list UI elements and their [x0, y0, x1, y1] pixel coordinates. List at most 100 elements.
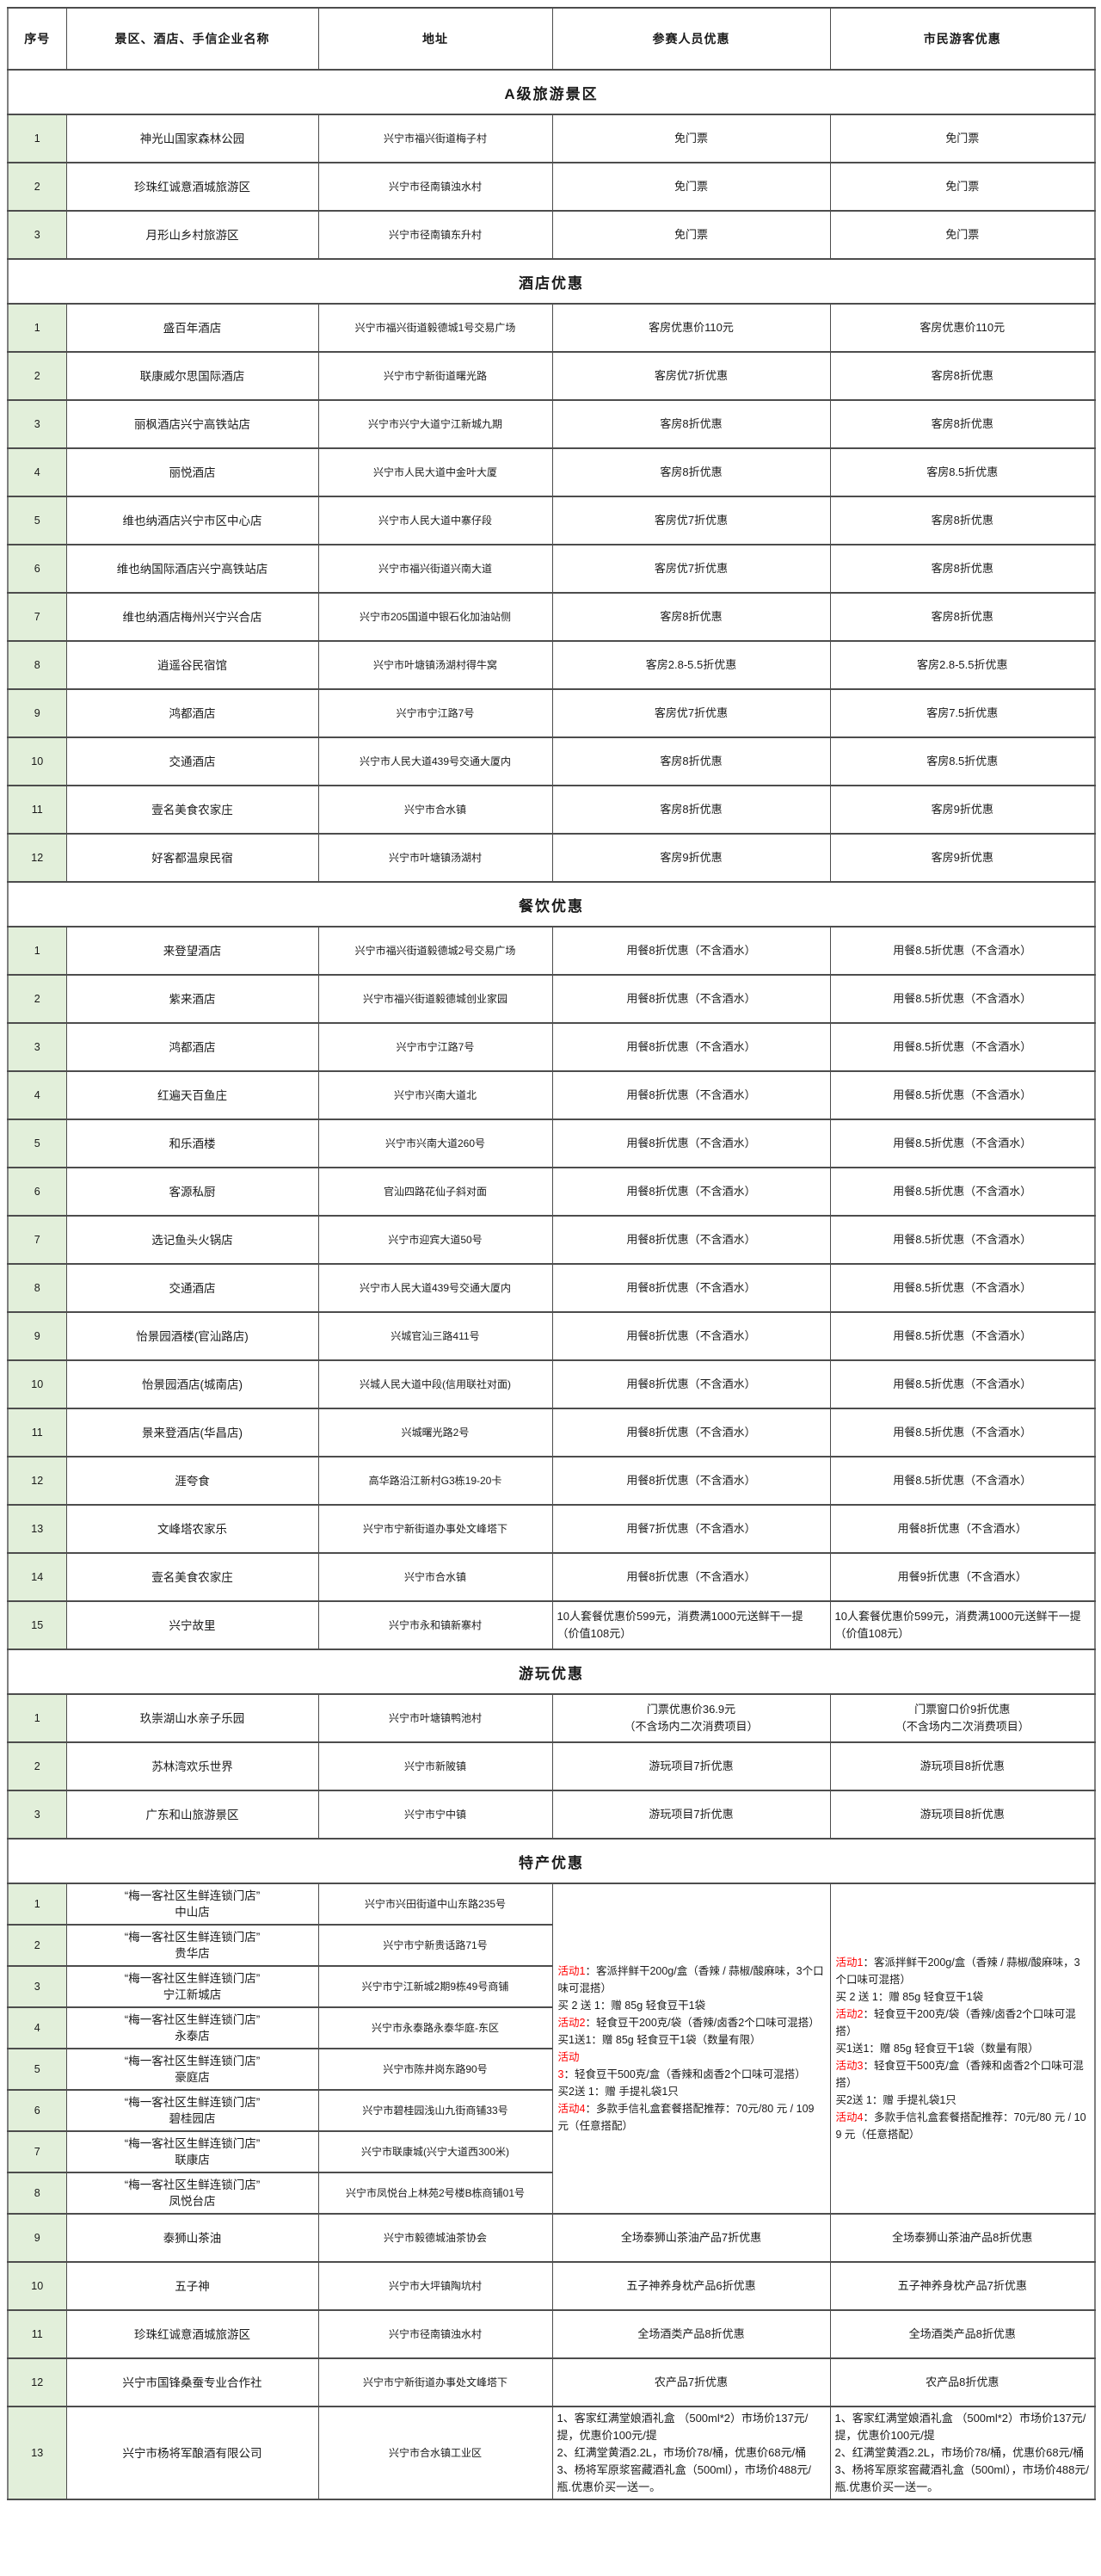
- cell-citizen-offer: 农产品8折优惠: [829, 2357, 1096, 2407]
- cell-participant-offer-merged: 活动1：客派拌鲜干200g/盒（香辣 / 蒜椒/酸麻味，3个口味可混搭） 买 2 …: [551, 1883, 831, 2215]
- header-participant-offer: 参赛人员优惠: [551, 7, 831, 71]
- cell-address: 兴宁市福兴街道兴南大道: [317, 544, 553, 594]
- cell-citizen-offer: 用餐8.5折优惠（不含酒水）: [829, 1359, 1096, 1409]
- offer-line: 买2送 1：赠 手提礼袋1只: [835, 2094, 956, 2106]
- cell-business-name: 盛百年酒店: [65, 303, 319, 353]
- cell-serial-number: 8: [7, 640, 67, 690]
- cell-serial-number: 4: [7, 1070, 67, 1120]
- cell-address: 兴宁市兴南大道北: [317, 1070, 553, 1120]
- offer-line: 活动1：客派拌鲜干200g/盒（香辣 / 蒜椒/酸麻味，3个口味可混搭）: [835, 1957, 1080, 1986]
- cell-address: 兴宁市福兴街道梅子村: [317, 114, 553, 163]
- cell-business-name: “梅一客社区生鲜连锁门店” 联康店: [65, 2130, 319, 2173]
- cell-serial-number: 2: [7, 162, 67, 212]
- offer-line: 活动3：轻食豆干500克/盒（香辣和卤香2个口味可混搭）: [835, 2060, 1084, 2089]
- table-row: 14 壹名美食农家庄 兴宁市合水镇 用餐8折优惠（不含酒水） 用餐9折优惠（不含酒水）: [7, 1552, 1096, 1602]
- cell-participant-offer: 客房优7折优惠: [551, 496, 831, 545]
- cell-citizen-offer-merged: 活动1：客派拌鲜干200g/盒（香辣 / 蒜椒/酸麻味，3个口味可混搭） 买 2 …: [829, 1883, 1096, 2215]
- section-title: 餐饮优惠: [7, 881, 1096, 927]
- cell-citizen-offer: 用餐8.5折优惠（不含酒水）: [829, 1311, 1096, 1361]
- cell-serial-number: 12: [7, 2357, 67, 2407]
- cell-address: 兴宁市陈井岗东路90号: [317, 2048, 553, 2091]
- cell-serial-number: 8: [7, 1263, 67, 1313]
- cell-business-name: 联康威尔思国际酒店: [65, 351, 319, 401]
- cell-business-name: 逍遥谷民宿馆: [65, 640, 319, 690]
- cell-business-name: 壹名美食农家庄: [65, 785, 319, 835]
- cell-serial-number: 11: [7, 2309, 67, 2359]
- cell-business-name: 广东和山旅游景区: [65, 1790, 319, 1840]
- table-row: 2 联康威尔思国际酒店 兴宁市宁新街道曙光路 客房优7折优惠 客房8折优惠: [7, 351, 1096, 401]
- cell-citizen-offer: 五子神养身枕产品7折优惠: [829, 2261, 1096, 2311]
- cell-participant-offer: 客房8折优惠: [551, 785, 831, 835]
- cell-citizen-offer: 免门票: [829, 162, 1096, 212]
- table-row: 6 维也纳国际酒店兴宁高铁站店 兴宁市福兴街道兴南大道 客房优7折优惠 客房8折优惠: [7, 544, 1096, 594]
- cell-citizen-offer: 客房8折优惠: [829, 496, 1096, 545]
- table-row: 5 “梅一客社区生鲜连锁门店” 豪庭店 兴宁市陈井岗东路90号: [7, 2048, 1095, 2091]
- offer-line: 活动1：客派拌鲜干200g/盒（香辣 / 蒜椒/酸麻味，3个口味可混搭）: [557, 1965, 824, 1994]
- cell-participant-offer: 用餐8折优惠（不含酒水）: [551, 926, 831, 976]
- cell-citizen-offer: 客房8.5折优惠: [829, 447, 1096, 497]
- cell-business-name: 珍珠红诚意酒城旅游区: [65, 2309, 319, 2359]
- table-row: 12 好客都温泉民宿 兴宁市叶塘镇汤湖村 客房9折优惠 客房9折优惠: [7, 833, 1096, 883]
- cell-participant-offer: 游玩项目7折优惠: [551, 1790, 831, 1840]
- cell-address: 兴宁市兴南大道260号: [317, 1119, 553, 1168]
- cell-participant-offer: 门票优惠价36.9元 （不含场内二次消费项目）: [551, 1693, 831, 1743]
- cell-citizen-offer: 用餐8.5折优惠（不含酒水）: [829, 1119, 1096, 1168]
- activity-label: 活动4: [557, 2103, 586, 2115]
- cell-serial-number: 11: [7, 1408, 67, 1457]
- cell-business-name: “梅一客社区生鲜连锁门店” 宁江新城店: [65, 1965, 319, 2008]
- cell-participant-offer: 免门票: [551, 210, 831, 260]
- section-title: 特产优惠: [7, 1838, 1096, 1884]
- section-header-row: 特产优惠: [7, 1838, 1096, 1884]
- cell-business-name: 月形山乡村旅游区: [65, 210, 319, 260]
- table-row: 4 “梅一客社区生鲜连锁门店” 永泰店 兴宁市永泰路永泰华庭-东区: [7, 2006, 1095, 2049]
- cell-business-name: 兴宁市国锋桑蚕专业合作社: [65, 2357, 319, 2407]
- cell-address: 兴宁市毅德城油茶协会: [317, 2213, 553, 2263]
- cell-serial-number: 1: [7, 303, 67, 353]
- table-row: 1 神光山国家森林公园 兴宁市福兴街道梅子村 免门票 免门票: [7, 114, 1096, 163]
- section-title: 游玩优惠: [7, 1649, 1096, 1695]
- activity-label: 活动1: [835, 1957, 864, 1969]
- cell-address: 兴宁市永和镇新寨村: [317, 1600, 553, 1650]
- cell-citizen-offer: 客房7.5折优惠: [829, 688, 1096, 738]
- offer-line: 活动2：轻食豆干200克/袋（香辣/卤香2个口味可混搭）: [557, 2017, 820, 2029]
- cell-address: 兴宁市叶塘镇汤湖村: [317, 833, 553, 883]
- table-row: 11 景来登酒店(华昌店) 兴城曙光路2号 用餐8折优惠（不含酒水） 用餐8.5折优惠（…: [7, 1408, 1096, 1457]
- cell-participant-offer: 客房优7折优惠: [551, 688, 831, 738]
- cell-address: 兴宁市新陂镇: [317, 1741, 553, 1791]
- cell-citizen-offer: 用餐8.5折优惠（不含酒水）: [829, 1263, 1096, 1313]
- table-row: 8 “梅一客社区生鲜连锁门店” 凤悦台店 兴宁市凤悦台上林苑2号楼B栋商铺01号: [7, 2172, 1095, 2215]
- cell-address: 兴宁市大坪镇陶坑村: [317, 2261, 553, 2311]
- cell-participant-offer: 用餐8折优惠（不含酒水）: [551, 1456, 831, 1506]
- section-header-row: A级旅游景区: [7, 69, 1096, 115]
- cell-serial-number: 14: [7, 1552, 67, 1602]
- cell-address: 兴宁市径南镇浊水村: [317, 162, 553, 212]
- table-row: 1 来登望酒店 兴宁市福兴街道毅德城2号交易广场 用餐8折优惠（不含酒水） 用餐8.5折…: [7, 926, 1096, 976]
- table-row: 12 涯夸食 高华路沿江新村G3栋19-20卡 用餐8折优惠（不含酒水） 用餐8.5折优…: [7, 1456, 1096, 1506]
- cell-serial-number: 1: [7, 114, 67, 163]
- cell-business-name: 维也纳酒店兴宁市区中心店: [65, 496, 319, 545]
- cell-citizen-offer: 全场泰狮山茶油产品8折优惠: [829, 2213, 1096, 2263]
- cell-citizen-offer: 用餐8.5折优惠（不含酒水）: [829, 974, 1096, 1024]
- cell-serial-number: 4: [7, 447, 67, 497]
- cell-participant-offer: 用餐8折优惠（不含酒水）: [551, 974, 831, 1024]
- table-row: 2 珍珠红诚意酒城旅游区 兴宁市径南镇浊水村 免门票 免门票: [7, 162, 1096, 212]
- cell-business-name: 涯夸食: [65, 1456, 319, 1506]
- table-row: 3 广东和山旅游景区 兴宁市宁中镇 游玩项目7折优惠 游玩项目8折优惠: [7, 1790, 1096, 1840]
- offer-line: 活动4：多款手信礼盒套餐搭配推荐：70元/80 元 / 109 元（任意搭配）: [557, 2103, 815, 2132]
- cell-serial-number: 2: [7, 1924, 67, 1967]
- cell-serial-number: 9: [7, 1311, 67, 1361]
- cell-serial-number: 9: [7, 688, 67, 738]
- table-row: 2 苏林湾欢乐世界 兴宁市新陂镇 游玩项目7折优惠 游玩项目8折优惠: [7, 1741, 1096, 1791]
- cell-participant-offer: 用餐8折优惠（不含酒水）: [551, 1408, 831, 1457]
- offer-line: 买 2 送 1：赠 85g 轻食豆干1袋: [557, 2000, 706, 2012]
- cell-participant-offer: 用餐8折优惠（不含酒水）: [551, 1022, 831, 1072]
- cell-citizen-offer: 客房8.5折优惠: [829, 736, 1096, 786]
- cell-business-name: 神光山国家森林公园: [65, 114, 319, 163]
- cell-business-name: 和乐酒楼: [65, 1119, 319, 1168]
- cell-serial-number: 11: [7, 785, 67, 835]
- cell-business-name: 好客都温泉民宿: [65, 833, 319, 883]
- cell-citizen-offer: 用餐8.5折优惠（不含酒水）: [829, 926, 1096, 976]
- header-name: 景区、酒店、手信企业名称: [65, 7, 319, 71]
- table-row: 7 选记鱼头火锅店 兴宁市迎宾大道50号 用餐8折优惠（不含酒水） 用餐8.5折优惠（不…: [7, 1215, 1096, 1265]
- activity-label: 活动3: [835, 2060, 864, 2072]
